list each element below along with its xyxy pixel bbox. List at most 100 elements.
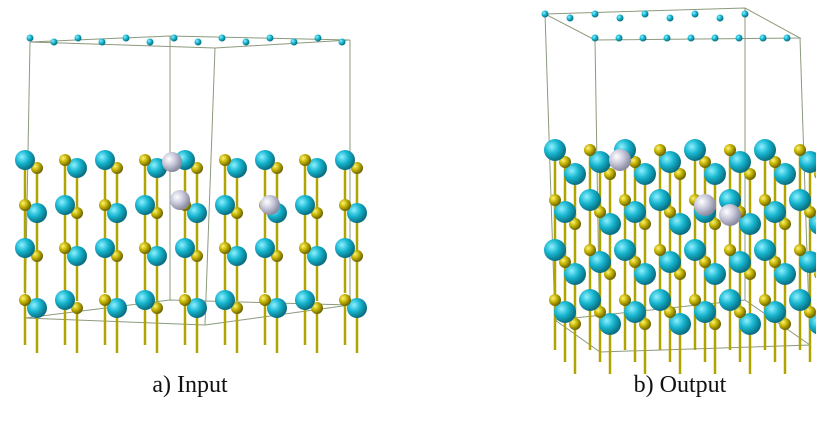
atom-cyan: [789, 289, 811, 311]
atom-yellow: [99, 294, 111, 306]
atom-cyan: [684, 239, 706, 261]
atom-cyan-small: [195, 39, 202, 46]
atom-cyan-small: [736, 35, 743, 42]
atom-yellow: [59, 242, 71, 254]
atom-cyan: [789, 189, 811, 211]
atom-cyan: [649, 289, 671, 311]
atom-cyan: [255, 150, 275, 170]
atom-cyan: [614, 239, 636, 261]
atom-yellow: [339, 294, 351, 306]
atom-yellow: [724, 144, 736, 156]
atom-yellow: [219, 242, 231, 254]
atom-cyan-small: [692, 11, 699, 18]
atom-cyan: [175, 238, 195, 258]
cell-edge: [205, 48, 215, 325]
atom-yellow: [549, 294, 561, 306]
atom-yellow: [139, 154, 151, 166]
atom-cyan-small: [171, 35, 178, 42]
atom-cyan-small: [315, 35, 322, 42]
atom-yellow: [584, 144, 596, 156]
atom-cyan-small: [123, 35, 130, 42]
atom-cyan: [754, 139, 776, 161]
figure: a) Input b) Output: [0, 0, 816, 434]
atom-cyan-small: [567, 15, 574, 22]
atom-cyan-small: [717, 15, 724, 22]
atom-cyan-small: [99, 39, 106, 46]
atom-yellow: [689, 294, 701, 306]
atom-gray: [609, 149, 631, 171]
atom-cyan: [719, 289, 741, 311]
atom-cyan-small: [592, 11, 599, 18]
atom-cyan: [95, 238, 115, 258]
atom-cyan-small: [642, 11, 649, 18]
atom-yellow: [654, 144, 666, 156]
atom-cyan-small: [688, 35, 695, 42]
atom-cyan: [754, 239, 776, 261]
atom-yellow: [759, 294, 771, 306]
atom-yellow: [339, 199, 351, 211]
atom-cyan: [215, 195, 235, 215]
atom-yellow: [549, 194, 561, 206]
atom-yellow: [794, 144, 806, 156]
atom-cyan: [649, 189, 671, 211]
atom-yellow: [139, 242, 151, 254]
atom-yellow: [299, 242, 311, 254]
atom-cyan-small: [542, 11, 549, 18]
atom-cyan-small: [712, 35, 719, 42]
atom-cyan-small: [667, 15, 674, 22]
atom-cyan-small: [243, 39, 250, 46]
atom-yellow: [794, 244, 806, 256]
atom-cyan: [95, 150, 115, 170]
atom-yellow: [724, 244, 736, 256]
atom-yellow: [654, 244, 666, 256]
atom-cyan: [135, 290, 155, 310]
atom-cyan-small: [640, 35, 647, 42]
atom-yellow: [759, 194, 771, 206]
atom-cyan: [135, 195, 155, 215]
atom-yellow: [99, 199, 111, 211]
atom-cyan: [335, 150, 355, 170]
caption: b) Output: [634, 372, 727, 398]
atom-cyan: [255, 238, 275, 258]
atom-yellow: [299, 154, 311, 166]
atom-yellow: [584, 244, 596, 256]
atom-cyan: [55, 290, 75, 310]
atom-cyan-small: [27, 35, 34, 42]
atom-cyan-small: [75, 35, 82, 42]
atom-cyan: [579, 189, 601, 211]
atom-yellow: [219, 154, 231, 166]
atom-cyan-small: [664, 35, 671, 42]
atom-cyan: [335, 238, 355, 258]
atom-yellow: [179, 294, 191, 306]
atom-gray: [694, 194, 716, 216]
atom-yellow: [259, 294, 271, 306]
atom-gray: [162, 152, 182, 172]
atom-yellow: [19, 199, 31, 211]
atom-cyan-small: [592, 35, 599, 42]
atom-yellow: [619, 294, 631, 306]
atom-cyan-small: [291, 39, 298, 46]
atom-gray: [260, 195, 280, 215]
atom-cyan: [684, 139, 706, 161]
atom-cyan: [579, 289, 601, 311]
atom-gray: [719, 204, 741, 226]
atom-cyan-small: [742, 11, 749, 18]
atom-cyan-small: [51, 39, 58, 46]
atom-cyan: [215, 290, 235, 310]
atom-cyan-small: [616, 35, 623, 42]
input-structure: [15, 35, 367, 354]
atom-yellow: [19, 294, 31, 306]
atom-cyan: [55, 195, 75, 215]
atom-cyan: [15, 150, 35, 170]
atom-cyan-small: [339, 39, 346, 46]
atom-cyan: [15, 238, 35, 258]
atom-cyan-small: [784, 35, 791, 42]
atom-yellow: [59, 154, 71, 166]
atom-cyan: [544, 239, 566, 261]
atom-cyan-small: [617, 15, 624, 22]
output-structure: [542, 8, 816, 374]
atom-cyan-small: [219, 35, 226, 42]
atom-gray: [170, 190, 190, 210]
atom-yellow: [619, 194, 631, 206]
caption: a) Input: [152, 372, 228, 398]
